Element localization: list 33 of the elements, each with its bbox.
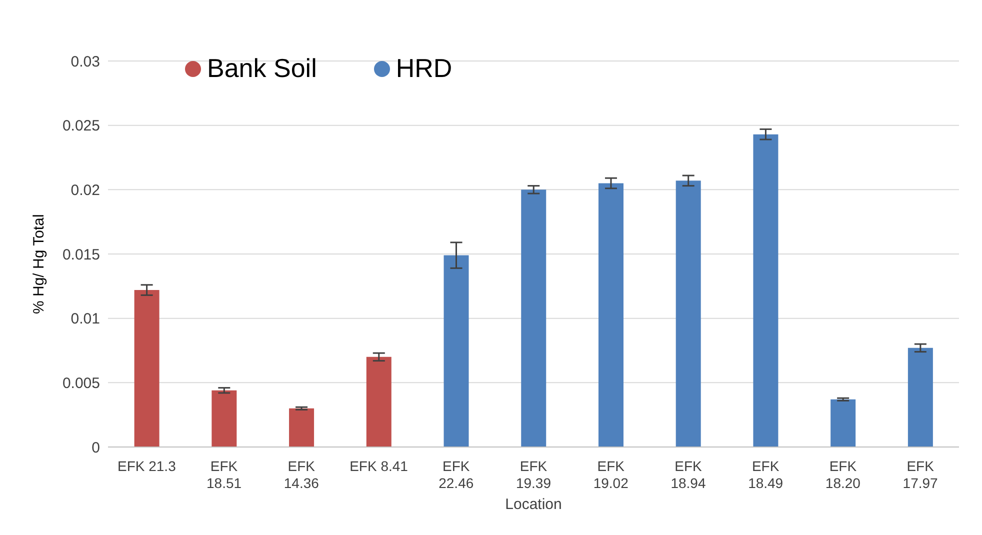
y-tick-label: 0.03 (70, 53, 100, 70)
legend-label: HRD (394, 53, 452, 84)
bar (908, 348, 933, 447)
x-tick-label: EFK 18.51 (206, 458, 242, 491)
bar (521, 190, 546, 447)
legend-label: Bank Soil (206, 53, 317, 84)
x-tick-label: EFK 18.49 (748, 458, 784, 491)
bar (753, 134, 778, 447)
y-tick-label: 0.02 (70, 182, 100, 199)
y-tick-label: 0.015 (62, 246, 100, 264)
y-tick-label: 0.005 (62, 374, 100, 392)
x-axis-title: Location (505, 496, 562, 513)
y-tick-label: 0 (92, 439, 100, 456)
x-tick-label: EFK 8.41 (350, 458, 408, 474)
bar (366, 356, 392, 447)
bar (134, 290, 160, 447)
bar (444, 255, 469, 447)
bar (676, 180, 701, 447)
y-tick-label: 0.025 (62, 118, 100, 135)
x-tick-label: EFK 22.46 (438, 458, 474, 491)
x-tick-label: EFK 18.94 (670, 458, 706, 491)
x-tick-label: EFK 14.36 (284, 458, 320, 491)
x-tick-label: EFK 18.20 (825, 458, 861, 491)
x-tick-label: EFK 19.39 (516, 458, 552, 491)
bar (598, 183, 624, 447)
x-tick-label: EFK 21.3 (117, 458, 176, 474)
y-axis-title: % Hg/ Hg Total (30, 214, 48, 314)
x-tick-label: EFK 17.97 (902, 458, 938, 491)
bar (289, 408, 314, 447)
x-tick-label: EFK 19.02 (593, 458, 629, 491)
bar (212, 390, 237, 447)
bar (830, 399, 856, 447)
y-tick-label: 0.01 (70, 310, 100, 328)
